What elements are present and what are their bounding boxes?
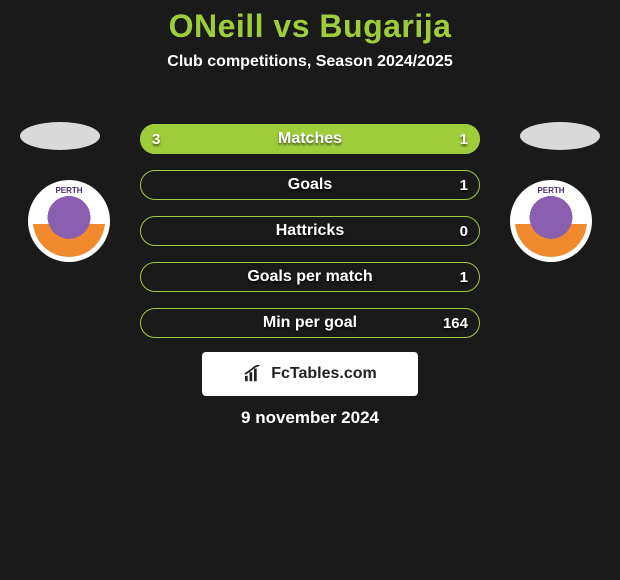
player-silhouette-right xyxy=(520,122,600,150)
stat-value-right: 1 xyxy=(460,170,468,200)
stat-row: Min per goal 164 xyxy=(140,308,480,338)
stats-container: 3 Matches 1 Goals 1 Hattricks 0 Goals pe… xyxy=(140,124,480,354)
credit-text: FcTables.com xyxy=(271,365,377,383)
stat-value-right: 1 xyxy=(460,262,468,292)
stat-value-right: 0 xyxy=(460,216,468,246)
chart-icon xyxy=(243,365,265,383)
stat-label: Min per goal xyxy=(140,308,480,338)
subtitle: Club competitions, Season 2024/2025 xyxy=(0,53,620,71)
stat-label: Matches xyxy=(140,124,480,154)
stat-value-right: 164 xyxy=(443,308,468,338)
stat-row: Goals per match 1 xyxy=(140,262,480,292)
credit-badge: FcTables.com xyxy=(202,352,418,396)
stat-label: Goals per match xyxy=(140,262,480,292)
stat-label: Hattricks xyxy=(140,216,480,246)
player-silhouette-left xyxy=(20,122,100,150)
crest-graphic xyxy=(33,185,105,257)
page-title: ONeill vs Bugarija xyxy=(0,0,620,45)
crest-graphic xyxy=(515,185,587,257)
club-crest-left xyxy=(28,180,110,262)
stat-label: Goals xyxy=(140,170,480,200)
stat-row: Hattricks 0 xyxy=(140,216,480,246)
date-text: 9 november 2024 xyxy=(0,408,620,428)
club-crest-right xyxy=(510,180,592,262)
stat-value-right: 1 xyxy=(460,124,468,154)
stat-row: Goals 1 xyxy=(140,170,480,200)
stat-row: 3 Matches 1 xyxy=(140,124,480,154)
